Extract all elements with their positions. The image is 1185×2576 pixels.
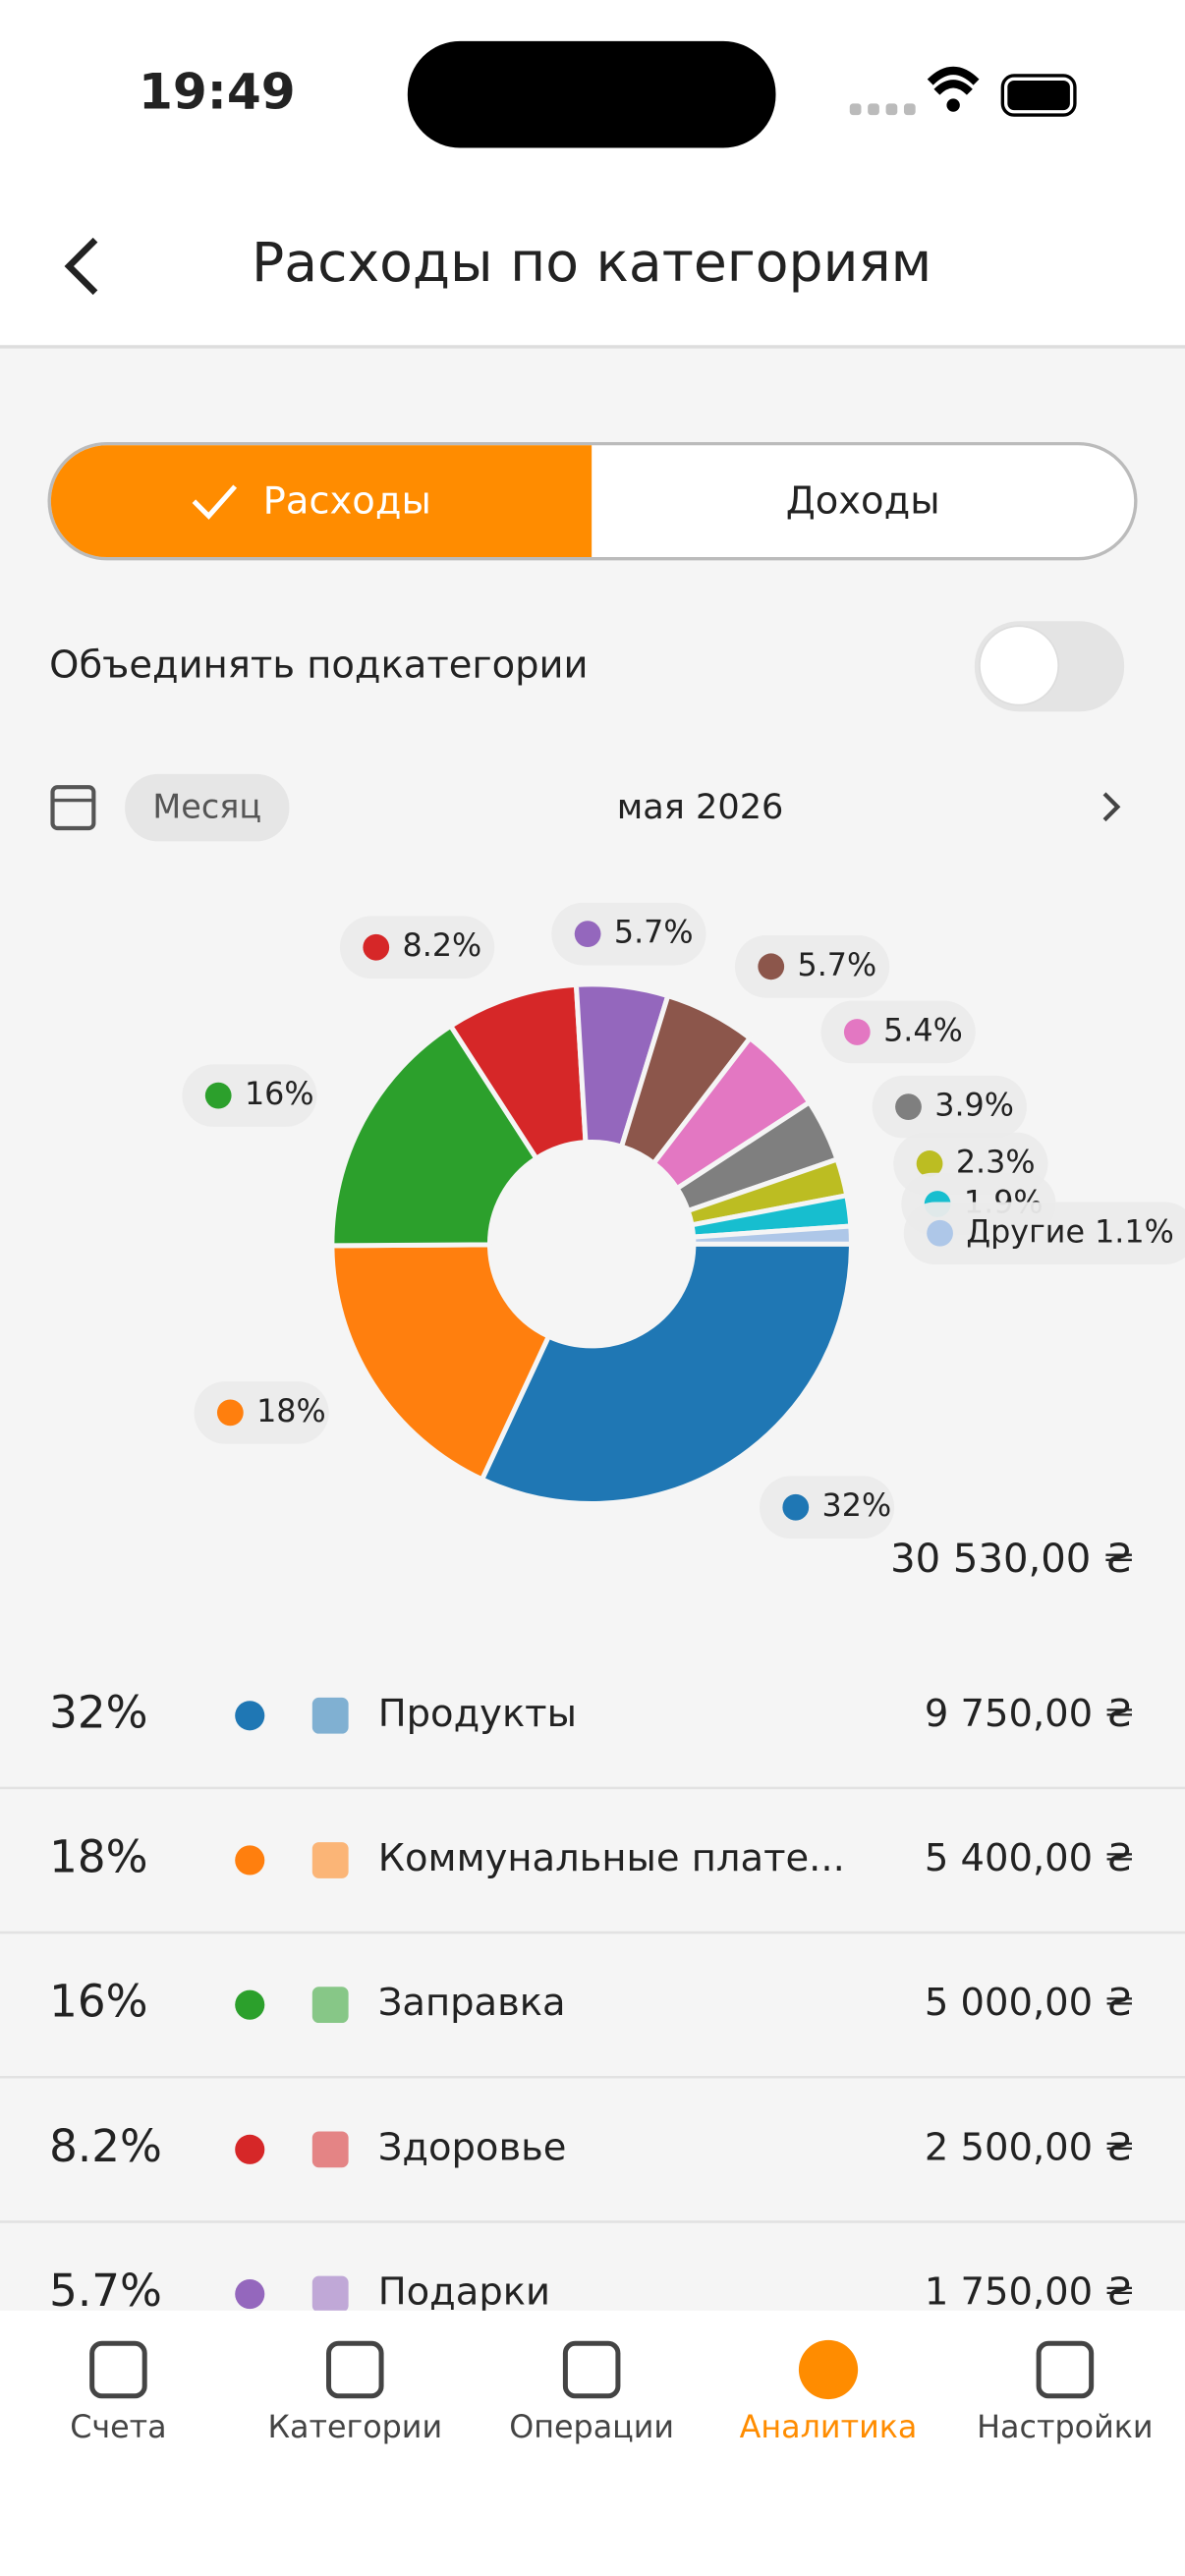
wifi-dot bbox=[946, 98, 960, 112]
slice-label: 32% bbox=[822, 1488, 892, 1524]
next[interactable] bbox=[1102, 792, 1121, 822]
row-pct: 8.2% bbox=[49, 2120, 162, 2172]
nav-icon bbox=[562, 2340, 621, 2399]
tab-label[interactable]: Расходы bbox=[263, 478, 431, 523]
row-icon bbox=[311, 1842, 349, 1878]
row-dot bbox=[235, 2134, 265, 2164]
label-icon bbox=[782, 1493, 810, 1521]
row-icon bbox=[311, 2275, 349, 2313]
row-dot bbox=[235, 2278, 265, 2310]
label-icon bbox=[895, 1093, 922, 1121]
row-pct: 18% bbox=[49, 1830, 147, 1882]
label-icon bbox=[843, 1019, 871, 1045]
label-pill bbox=[759, 1476, 895, 1539]
row-amount: 5 000,00 ₴ bbox=[925, 1981, 1134, 2025]
donut: 32%18%16%8.2%5.7%5.7%5.4%3.9%2.3%1.9%Дру… bbox=[182, 902, 1185, 1539]
nav-label[interactable]: Настройки bbox=[977, 2410, 1153, 2445]
row-amount: 2 500,00 ₴ bbox=[925, 2125, 1134, 2169]
battery bbox=[1000, 74, 1077, 117]
nav-label[interactable]: Категории bbox=[267, 2410, 442, 2445]
label-icon bbox=[758, 953, 785, 980]
calendar-icon[interactable] bbox=[50, 785, 96, 831]
slice-label: 5.4% bbox=[883, 1013, 963, 1048]
row-name: Заправка bbox=[378, 1981, 566, 2025]
label-icon bbox=[204, 1082, 232, 1109]
slice bbox=[479, 1241, 854, 1506]
label-pill bbox=[820, 1000, 976, 1064]
nav-bg bbox=[0, 2310, 1185, 2576]
nav-icon bbox=[89, 2340, 147, 2399]
row-dot bbox=[235, 1701, 265, 1731]
back-button[interactable] bbox=[64, 237, 98, 296]
check bbox=[192, 484, 238, 520]
slice-label: 16% bbox=[245, 1077, 314, 1112]
tab-label[interactable]: Доходы bbox=[786, 478, 940, 523]
time: 19:49 bbox=[139, 63, 296, 121]
slice-label: 8.2% bbox=[403, 928, 482, 964]
label-icon bbox=[927, 1219, 953, 1247]
label-icon bbox=[574, 921, 601, 948]
label-icon bbox=[916, 1150, 943, 1177]
wifi bbox=[927, 66, 980, 95]
list: 32% Продукты 9 750,00 ₴ 18% Коммунальные пла… bbox=[0, 1686, 1185, 2317]
tab-active[interactable] bbox=[50, 445, 592, 558]
label-icon bbox=[363, 933, 390, 961]
row-pct: 5.7% bbox=[49, 2265, 162, 2317]
slice bbox=[329, 1242, 552, 1484]
toggle-label: Объединять подкатегории bbox=[49, 644, 588, 688]
nav: Счета Категории Операции Аналитика Настройки bbox=[70, 2339, 1154, 2445]
row-dot bbox=[235, 1845, 265, 1876]
row-icon bbox=[311, 1987, 349, 2024]
nav-label[interactable]: Аналитика bbox=[740, 2410, 918, 2445]
signal bbox=[849, 103, 916, 116]
label-pill bbox=[182, 1064, 317, 1127]
row-name: Коммунальные плате... bbox=[378, 1836, 845, 1880]
nav-icon bbox=[1036, 2340, 1095, 2399]
label-pill bbox=[734, 935, 890, 998]
battery-fill bbox=[1007, 80, 1070, 111]
title: Расходы по категориям bbox=[252, 232, 931, 295]
total: 30 530,00 ₴ bbox=[890, 1537, 1134, 1582]
switch-knob bbox=[979, 625, 1060, 706]
row-pct: 16% bbox=[49, 1976, 147, 2028]
slice-label: 5.7% bbox=[614, 916, 694, 951]
island bbox=[407, 40, 776, 148]
slice-label: 5.7% bbox=[798, 948, 877, 983]
row-amount: 9 750,00 ₴ bbox=[925, 1692, 1134, 1736]
nav-icon bbox=[798, 2339, 859, 2400]
row-dot bbox=[235, 1989, 265, 2020]
label-icon bbox=[216, 1399, 244, 1427]
label-pill bbox=[194, 1381, 329, 1444]
nav-label[interactable]: Счета bbox=[70, 2410, 166, 2445]
row-name: Здоровье bbox=[378, 2125, 567, 2169]
row-icon bbox=[311, 1697, 349, 1734]
slice bbox=[690, 1223, 854, 1247]
nav-label[interactable]: Операции bbox=[509, 2410, 674, 2445]
row-name: Подарки bbox=[378, 2270, 550, 2315]
label-pill bbox=[339, 916, 495, 979]
label-pill bbox=[872, 1075, 1027, 1139]
slice-label: Другие 1.1% bbox=[966, 1214, 1173, 1250]
row-amount: 5 400,00 ₴ bbox=[925, 1836, 1134, 1880]
slice-label: 18% bbox=[256, 1394, 326, 1429]
row-amount: 1 750,00 ₴ bbox=[925, 2270, 1134, 2315]
label-pill bbox=[903, 1202, 1185, 1265]
nav-icon bbox=[326, 2340, 384, 2399]
row-icon bbox=[311, 2131, 349, 2168]
chip[interactable] bbox=[125, 773, 290, 842]
label-pill bbox=[551, 902, 706, 966]
period-label: мая 2026 bbox=[617, 787, 784, 827]
chip-label[interactable]: Месяц bbox=[152, 787, 261, 825]
row-name: Продукты bbox=[378, 1692, 577, 1736]
row-pct: 32% bbox=[49, 1686, 147, 1738]
slice-label: 3.9% bbox=[934, 1089, 1014, 1124]
